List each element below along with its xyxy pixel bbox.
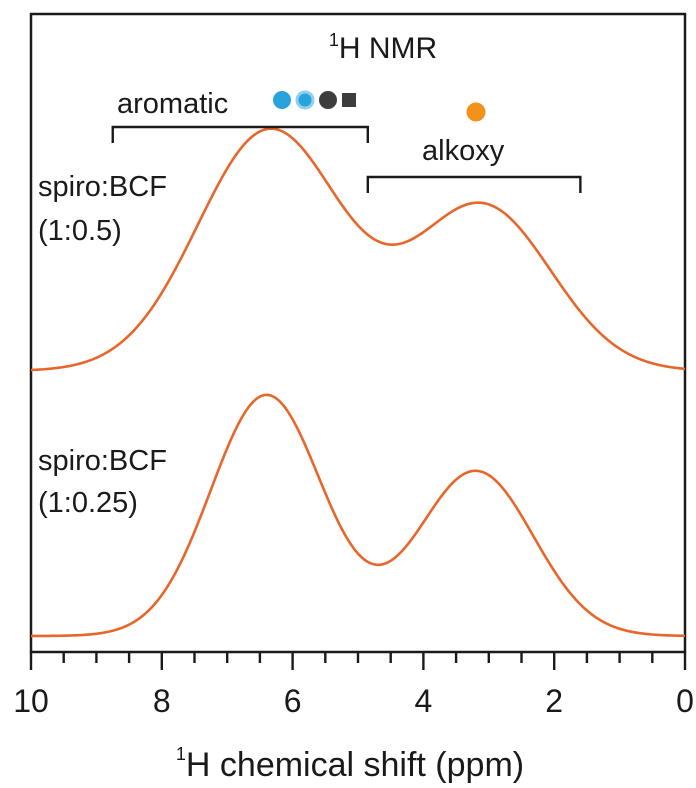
x-axis-label-sup: 1 — [176, 744, 186, 764]
series-2-label-line2: (1:0.25) — [38, 487, 138, 519]
x-axis-label: 1H chemical shift (ppm) — [176, 744, 524, 784]
series-line-2 — [31, 393, 686, 638]
x-axis: 10 8 6 4 2 0 — [13, 652, 694, 719]
annotation-layer — [111, 90, 582, 193]
aromatic-marker-2 — [298, 93, 312, 107]
chart-title: 1H NMR — [329, 30, 437, 65]
alkoxy-label: alkoxy — [422, 135, 505, 167]
x-axis-label-main: H chemical shift (ppm) — [186, 746, 524, 784]
series-1-label-line1: spiro:BCF — [38, 171, 167, 203]
x-tick-label: 2 — [545, 683, 563, 719]
x-tick-label: 8 — [153, 683, 171, 719]
x-tick-label: 0 — [676, 683, 694, 719]
series-1-label-line2: (1:0.5) — [38, 215, 122, 247]
series-line-1 — [30, 127, 686, 372]
aromatic-marker-1 — [273, 91, 291, 109]
aromatic-label: aromatic — [117, 88, 228, 120]
series-layer — [30, 127, 686, 638]
chart-title-sup: 1 — [329, 30, 339, 50]
x-tick-label: 10 — [13, 683, 49, 719]
x-tick-label: 6 — [284, 683, 302, 719]
alkoxy-marker — [466, 102, 486, 122]
aromatic-marker-4 — [342, 93, 356, 107]
series-2-label-line1: spiro:BCF — [38, 445, 167, 477]
chart-title-main: H NMR — [339, 32, 437, 65]
alkoxy-bracket — [366, 175, 582, 193]
x-tick-label: 4 — [415, 683, 433, 719]
aromatic-marker-3 — [319, 91, 337, 109]
aromatic-bracket — [111, 125, 370, 143]
